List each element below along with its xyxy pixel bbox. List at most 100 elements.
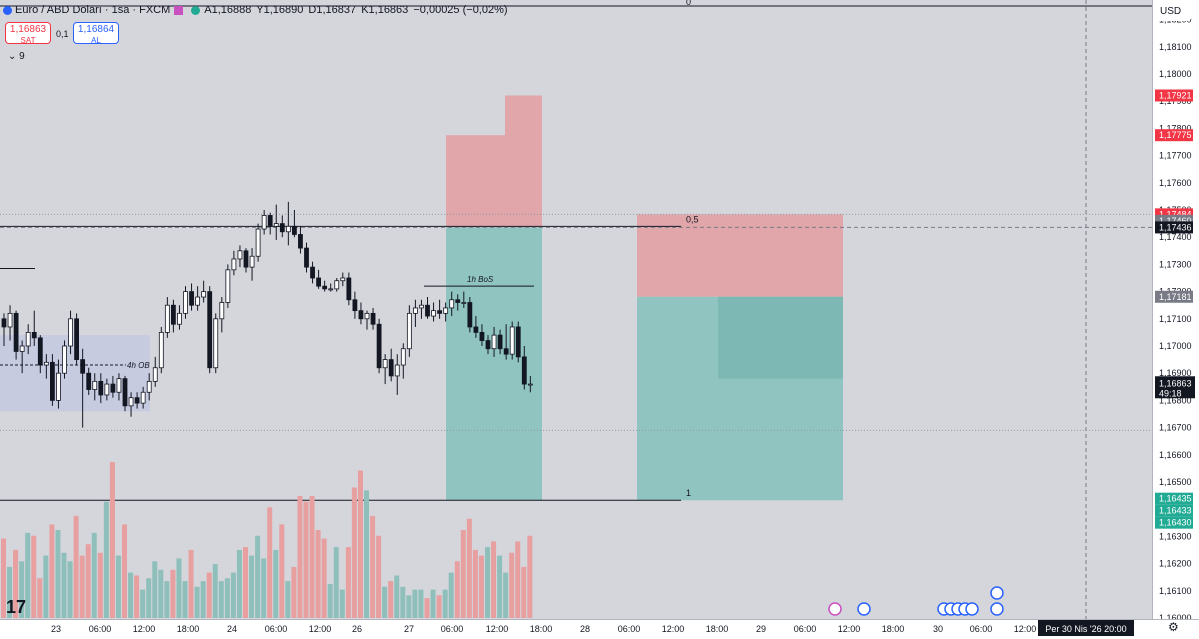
candle-body[interactable] [25,331,31,347]
candle-body[interactable] [515,326,521,358]
candle-body[interactable] [334,280,340,290]
market-status-icon[interactable] [191,5,201,15]
candle-body[interactable] [285,225,291,233]
candle-body[interactable] [74,318,79,360]
buy-button[interactable]: 1,16864 AL [73,22,119,45]
candle-body[interactable] [291,225,297,235]
candle-body[interactable] [201,291,207,298]
candle-body[interactable] [158,331,164,369]
candle-body[interactable] [68,318,73,347]
candle-body[interactable] [231,258,237,271]
economic-event-icon[interactable] [990,602,1004,616]
candle-body[interactable] [110,383,116,393]
candle-body[interactable] [431,310,436,317]
economic-event-icon[interactable] [990,586,1004,600]
candle-body[interactable] [322,285,328,290]
currency-button[interactable]: USD [1155,3,1191,21]
candle-body[interactable] [128,397,134,407]
candle-body[interactable] [364,312,370,320]
candle-body[interactable] [521,356,527,385]
candle-body[interactable] [298,234,303,249]
candle-body[interactable] [419,304,424,309]
candle-body[interactable] [449,299,455,309]
candle-body[interactable] [437,310,443,314]
candle-body[interactable] [207,291,213,369]
economic-event-icon[interactable] [857,602,871,616]
candle-body[interactable] [261,215,267,230]
plot-background[interactable] [0,0,1152,639]
candle-body[interactable] [237,250,243,260]
candle-body[interactable] [43,361,49,366]
candle-body[interactable] [19,345,25,352]
candle-body[interactable] [1,318,7,328]
candle-body[interactable] [491,334,497,350]
candle-body[interactable] [455,299,461,303]
candle-body[interactable] [134,397,140,404]
candle-body[interactable] [503,348,509,355]
candle-body[interactable] [104,383,110,396]
candle-body[interactable] [122,378,128,407]
candle-body[interactable] [340,277,346,282]
candle-body[interactable] [219,302,225,320]
candle-body[interactable] [352,299,358,312]
candle-body[interactable] [183,291,188,314]
candle-body[interactable] [425,304,430,317]
candle-body[interactable] [346,277,352,301]
alert-icon[interactable] [174,5,184,15]
candle-body[interactable] [358,310,364,320]
time-axis[interactable] [0,619,1199,639]
candle-body[interactable] [394,364,400,377]
candle-body[interactable] [370,312,376,325]
indicators-toggle[interactable]: ⌄ 9 [8,51,25,62]
economic-event-icon[interactable] [965,602,979,616]
candle-body[interactable] [31,331,37,339]
candle-body[interactable] [304,247,309,268]
candle-body[interactable] [62,345,67,374]
candle-body[interactable] [267,215,273,227]
candle-body[interactable] [13,312,19,352]
candle-body[interactable] [152,367,158,382]
candle-body[interactable] [225,269,231,303]
candle-body[interactable] [98,380,104,396]
candle-body[interactable] [116,378,122,393]
gear-icon[interactable]: ⚙ [1168,620,1179,634]
candle-body[interactable] [412,307,418,314]
candle-body[interactable] [388,359,394,377]
sell-button[interactable]: 1,16863 SAT [5,22,51,45]
candle-body[interactable] [50,361,55,401]
candle-body[interactable] [376,323,382,369]
candle-body[interactable] [7,312,13,328]
candle-body[interactable] [527,383,533,386]
candle-body[interactable] [273,223,279,227]
tradingview-logo-icon[interactable]: 17 [6,597,27,617]
candle-body[interactable] [164,304,170,333]
candle-body[interactable] [243,250,249,268]
candle-body[interactable] [170,304,176,325]
candle-body[interactable] [255,228,261,257]
candle-body[interactable] [400,348,406,366]
candle-body[interactable] [485,340,491,350]
candle-body[interactable] [479,331,485,341]
candle-body[interactable] [195,296,201,306]
candle-body[interactable] [189,291,194,306]
candle-body[interactable] [497,334,503,350]
candle-body[interactable] [310,266,315,279]
candle-body[interactable] [249,255,255,268]
candle-body[interactable] [382,359,388,369]
candle-body[interactable] [37,337,43,366]
candle-body[interactable] [92,380,98,390]
candle-body[interactable] [86,372,92,390]
candle-body[interactable] [146,380,152,393]
candle-body[interactable] [406,312,412,350]
candle-body[interactable] [56,372,61,401]
candle-body[interactable] [328,288,334,291]
candle-body[interactable] [279,223,285,233]
candle-body[interactable] [461,302,467,304]
symbol-title[interactable]: Euro / ABD Doları · 1sa · FXCM [15,4,171,16]
candle-body[interactable] [473,326,479,333]
candle-body[interactable] [509,326,515,355]
candle-body[interactable] [467,302,473,328]
candle-body[interactable] [316,277,322,287]
candle-body[interactable] [80,359,86,374]
